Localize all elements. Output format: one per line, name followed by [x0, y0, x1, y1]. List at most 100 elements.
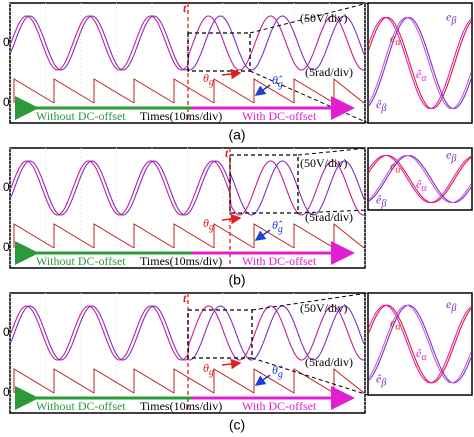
- inset-e-beta: eβ: [446, 147, 456, 165]
- angle-sawtooth: [13, 367, 365, 394]
- voltage-scale: (50V/div): [300, 11, 347, 25]
- voltage-beta: [10, 160, 365, 216]
- zero-label: 0: [3, 180, 10, 194]
- inset-e-beta-hat-sub: β: [380, 103, 386, 114]
- inset-e-alpha-hat: êα: [416, 346, 427, 364]
- zoom-lead: [251, 292, 369, 311]
- angle-scale: (5rad/div): [305, 355, 353, 369]
- inset-e-alpha-hat-symbol: ê: [416, 67, 422, 81]
- right-label: With DC-offset: [242, 399, 317, 413]
- theta-label: θg: [203, 71, 214, 89]
- inset-e-beta-hat-symbol: ê: [376, 192, 382, 206]
- inset-beta-hat: [368, 154, 472, 204]
- inset-e-beta-symbol: e: [446, 147, 452, 161]
- left-label: Without DC-offset: [36, 399, 126, 413]
- zoom-box: [229, 154, 299, 214]
- angle-scale: (5rad/div): [305, 65, 353, 79]
- voltage-alpha: [10, 160, 364, 216]
- inset-alpha-hat: [368, 16, 472, 110]
- theta-hat-label-sub: g: [278, 224, 283, 235]
- zoom-lead: [297, 147, 369, 156]
- zoom-box: [187, 309, 253, 359]
- zero-label: 0: [3, 240, 10, 254]
- inset-e-beta-hat: êβ: [376, 371, 386, 389]
- inset-e-beta-hat: êβ: [376, 192, 386, 210]
- inset-e-alpha: eα: [390, 315, 401, 333]
- theta-arrow: [221, 213, 242, 225]
- voltage-scale: (50V/div): [300, 301, 347, 315]
- t-label: t: [225, 146, 229, 160]
- zero-label: 0: [3, 35, 10, 49]
- inset-e-alpha-sub: α: [395, 322, 401, 333]
- inset-e-alpha-hat-symbol: ê: [416, 346, 422, 360]
- inset-e-beta-hat-symbol: ê: [376, 97, 382, 111]
- theta-hat-label-symbol: θ̂: [272, 363, 283, 377]
- theta-hat-label: θ̂g: [272, 73, 283, 91]
- theta-arrow: [221, 68, 242, 80]
- theta-hat-label-sub: g: [278, 79, 283, 90]
- inset-e-beta-hat-symbol: ê: [376, 371, 382, 385]
- inset-e-alpha-hat: êα: [416, 177, 427, 195]
- voltage-alpha: [10, 15, 364, 71]
- angle-scale: (5rad/div): [305, 210, 353, 224]
- inset-beta: [368, 16, 472, 110]
- right-label: With DC-offset: [242, 254, 317, 268]
- time-scale: Times(10ms/div): [140, 109, 222, 123]
- left-label: Without DC-offset: [36, 109, 126, 123]
- zero-label: 0: [3, 95, 10, 109]
- zoom-box: [187, 32, 251, 72]
- inset-e-beta-hat-sub: β: [380, 378, 386, 389]
- inset-e-beta: eβ: [446, 297, 456, 315]
- t-label: t: [183, 291, 187, 305]
- theta-label-sub: g: [209, 222, 214, 233]
- inset-e-alpha: eα: [390, 31, 401, 49]
- inset-e-alpha: eα: [390, 158, 401, 176]
- inset-beta: [368, 304, 472, 384]
- inset-e-alpha-hat-sub: α: [421, 73, 427, 84]
- time-scale: Times(10ms/div): [140, 399, 222, 413]
- left-label: Without DC-offset: [36, 254, 126, 268]
- caption: (b): [228, 272, 245, 288]
- theta-hat-label-symbol: θ̂: [272, 73, 283, 87]
- theta-hat-label: θ̂g: [272, 363, 283, 381]
- angle-sawtooth: [13, 77, 365, 104]
- inset-alpha-hat: [368, 154, 472, 204]
- inset-e-alpha-symbol: e: [390, 31, 396, 45]
- inset-e-alpha-hat-symbol: ê: [416, 177, 422, 191]
- theta-label-symbol: θ: [203, 71, 209, 85]
- inset-e-beta-hat-sub: β: [380, 199, 386, 210]
- voltage-scale: (50V/div): [300, 156, 347, 170]
- zero-label: 0: [3, 385, 10, 399]
- inset-e-beta: eβ: [446, 9, 456, 27]
- t-label: t: [183, 1, 187, 15]
- right-label: With DC-offset: [242, 109, 317, 123]
- theta-hat-label-sub: g: [278, 369, 283, 380]
- inset-e-beta-symbol: e: [446, 297, 452, 311]
- theta-label: θg: [203, 216, 214, 234]
- caption: (a): [228, 127, 245, 143]
- inset-e-beta-sub: β: [450, 16, 456, 27]
- inset-e-beta-hat: êβ: [376, 97, 386, 115]
- zero-label: 0: [3, 325, 10, 339]
- theta-label-sub: g: [209, 367, 214, 378]
- zoom-lead: [249, 2, 369, 34]
- inset-e-alpha-hat-sub: α: [421, 352, 427, 363]
- theta-label-symbol: θ: [203, 361, 209, 375]
- inset-alpha-hat: [368, 304, 472, 384]
- time-scale: Times(10ms/div): [140, 254, 222, 268]
- inset-e-beta-sub: β: [450, 304, 456, 315]
- theta-hat-label-symbol: θ̂: [272, 218, 283, 232]
- theta-hat-arrow: [254, 374, 271, 386]
- inset-e-alpha-sub: α: [395, 37, 401, 48]
- theta-hat-label: θ̂g: [272, 218, 283, 236]
- inset-e-beta-sub: β: [450, 154, 456, 165]
- angle-sawtooth: [13, 222, 365, 249]
- theta-hat-arrow: [254, 229, 271, 241]
- inset-beta-hat: [368, 304, 472, 384]
- theta-label: θg: [203, 361, 214, 379]
- zoom-lead: [297, 209, 369, 214]
- inset-e-alpha-sub: α: [395, 165, 401, 176]
- theta-label-sub: g: [209, 77, 214, 88]
